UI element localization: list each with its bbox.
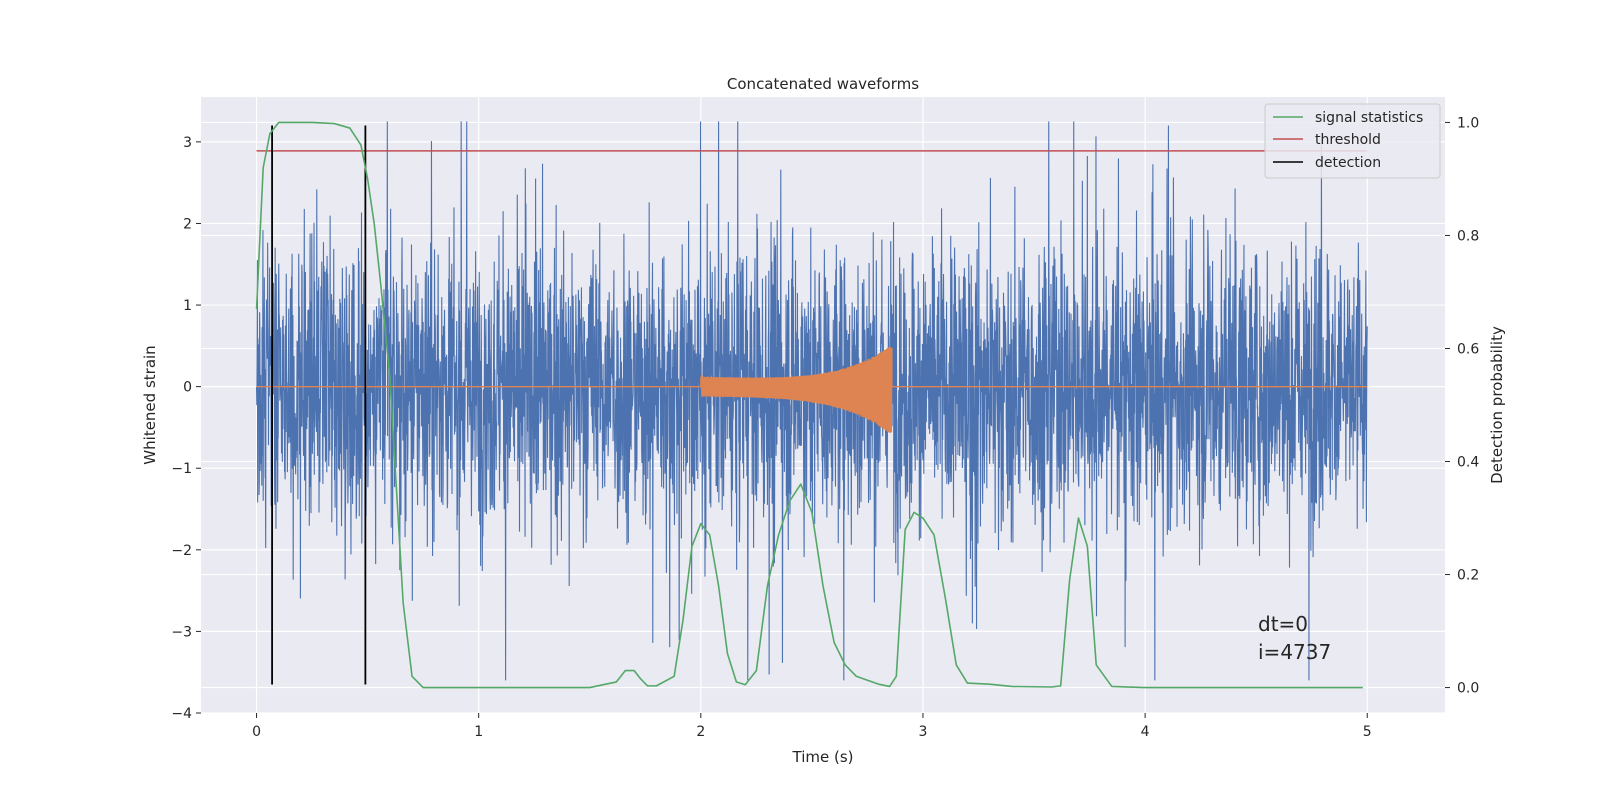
detection-series — [271, 125, 367, 685]
y2-tick-label: 1.0 — [1457, 115, 1479, 131]
y-tick-label: 2 — [183, 216, 192, 232]
chart-title: Concatenated waveforms — [727, 75, 919, 93]
x-ticks: 0 1 2 3 4 5 — [252, 713, 1372, 740]
x-axis-label: Time (s) — [792, 748, 854, 766]
y-axis-label: Whitened strain — [141, 345, 159, 464]
y2-tick-label: 0.4 — [1457, 455, 1479, 471]
y-tick-label: 3 — [183, 135, 192, 151]
y2-tick-label: 0.2 — [1457, 568, 1479, 584]
legend: signal statistics threshold detection — [1264, 103, 1441, 179]
annotation-dt: dt=0 — [1258, 612, 1308, 636]
y-tick-label: −1 — [171, 461, 192, 477]
signal-statistics-line — [255, 121, 1363, 689]
y-tick-label: 0 — [183, 380, 192, 396]
y-tick-label: −2 — [171, 543, 192, 559]
signal-statistics-series — [255, 121, 1363, 689]
x-tick-label: 2 — [696, 724, 705, 740]
legend-label-detection: detection — [1315, 155, 1381, 171]
legend-label-statistics: signal statistics — [1315, 110, 1423, 126]
y2-tick-label: 0.6 — [1457, 341, 1479, 357]
x-tick-label: 3 — [919, 724, 928, 740]
x-tick-label: 0 — [252, 724, 261, 740]
legend-label-threshold: threshold — [1315, 132, 1381, 148]
y-tick-label: −3 — [171, 624, 192, 640]
legend-box — [1264, 103, 1441, 179]
x-tick-label: 5 — [1363, 724, 1372, 740]
y2-ticks: 0.0 0.2 0.4 0.6 0.8 1.0 — [1445, 115, 1479, 697]
y-tick-label: 1 — [183, 298, 192, 314]
injection-line — [256, 346, 1368, 433]
y2-tick-label: 0.8 — [1457, 228, 1479, 244]
y-tick-label: −4 — [171, 706, 192, 722]
x-tick-label: 1 — [474, 724, 483, 740]
annotation-index: i=4737 — [1258, 640, 1331, 664]
y-ticks: −4 −3 −2 −1 0 1 2 3 — [171, 135, 201, 722]
y2-tick-label: 0.0 — [1457, 681, 1479, 697]
injection-series — [256, 346, 1368, 433]
x-tick-label: 4 — [1141, 724, 1150, 740]
y2-axis-label: Detection probability — [1488, 326, 1506, 484]
